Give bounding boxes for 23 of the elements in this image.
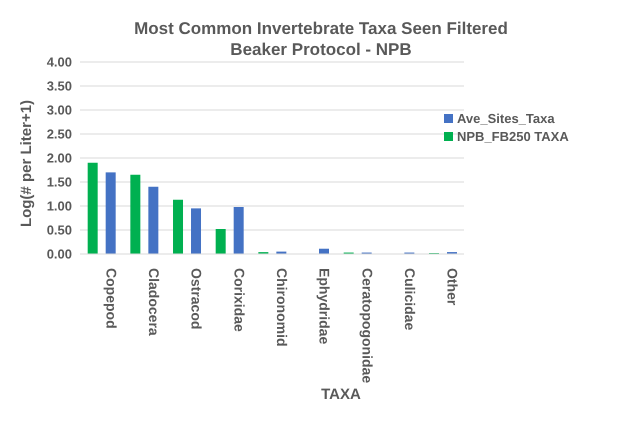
legend-label: NPB_FB250 TAXA bbox=[457, 129, 569, 144]
y-tick-label: 0.00 bbox=[46, 246, 72, 262]
y-tick-label: 1.50 bbox=[46, 174, 72, 190]
chart-title: Most Common Invertebrate Taxa Seen Filtered Beaker Protocol - NPB bbox=[133, 18, 509, 60]
x-tick-label: Cladocera bbox=[146, 268, 162, 336]
x-axis-title: TAXA bbox=[320, 386, 362, 403]
x-tick-label: Copepod bbox=[103, 268, 120, 329]
x-tick-label: Culicidae bbox=[402, 268, 418, 330]
y-tick-label: 0.50 bbox=[46, 222, 72, 238]
y-tick-label: 4.00 bbox=[46, 54, 72, 70]
x-tick-label: Ostracod bbox=[188, 268, 205, 330]
y-tick-label: 3.50 bbox=[46, 78, 72, 94]
y-tick-label: 2.00 bbox=[46, 150, 72, 166]
y-tick-label: 3.00 bbox=[46, 102, 72, 118]
x-tick-label: Corixidae bbox=[231, 268, 248, 332]
x-tick-label: Ceratopogonidae bbox=[359, 268, 376, 384]
x-tick-label: Chironomid bbox=[274, 268, 290, 347]
y-tick-label: 2.50 bbox=[46, 126, 72, 142]
x-tick-label: Ephydridae bbox=[316, 268, 333, 344]
y-axis-title: Log(# per Liter+1) bbox=[18, 99, 36, 227]
y-tick-label: 1.00 bbox=[46, 198, 72, 214]
legend-label: Ave_Sites_Taxa bbox=[457, 111, 555, 126]
x-tick-label: Other bbox=[444, 268, 461, 306]
